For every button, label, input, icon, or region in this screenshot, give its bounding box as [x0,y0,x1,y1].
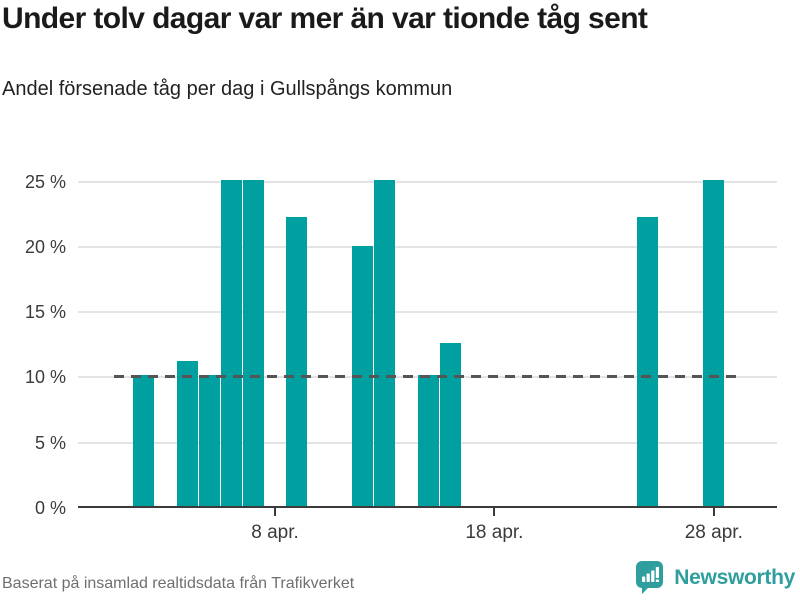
bar-4apr [176,361,198,506]
y-tick-label: 25 % [24,171,66,192]
y-tick-label: 0 % [34,498,66,518]
bar-6apr [220,179,242,506]
x-tick-label: 18 apr. [465,522,524,543]
bar-5apr [198,375,220,506]
newsworthy-logo: Newsworthy [632,560,795,595]
reference-line-10pct [114,375,743,379]
gridline-20 [78,245,777,248]
gridline-15 [78,311,777,314]
bar-7apr [242,179,264,506]
chart-title: Under tolv dagar var mer än var tionde t… [2,2,648,35]
plot-area: 8 apr. 18 apr. 28 apr. [78,170,777,543]
bar-13apr [374,179,396,506]
y-tick-label: 20 % [24,236,66,257]
y-tick-label: 15 % [24,302,66,323]
bar-2apr [132,375,154,506]
x-tick-label: 8 apr. [251,522,299,543]
x-tick [712,508,715,516]
y-tick-label: 5 % [34,432,66,453]
bar-15apr [418,375,440,506]
bar-chart: 0 % 5 % 10 % 15 % 20 % 25 % 8 apr. 18 apr. 28 a… [0,160,800,550]
y-tick-label: 10 % [24,367,66,388]
x-tick [274,508,276,516]
bar-25apr [637,217,659,506]
bar-28apr [703,179,725,506]
source-attribution: Baserat på insamlad realtidsdata från Tr… [2,575,355,592]
newsworthy-logo-text: Newsworthy [674,565,795,589]
gridline-25 [78,180,777,183]
bar-16apr [440,342,462,506]
x-tick [493,508,496,516]
x-tick-label: 28 apr. [684,522,743,543]
bar-9apr [286,217,308,506]
newsworthy-logo-icon [636,561,664,594]
chart-subtitle: Andel försenade tåg per dag i Gullspångs… [2,78,453,100]
y-axis-labels: 0 % 5 % 10 % 15 % 20 % 25 % [0,170,66,519]
